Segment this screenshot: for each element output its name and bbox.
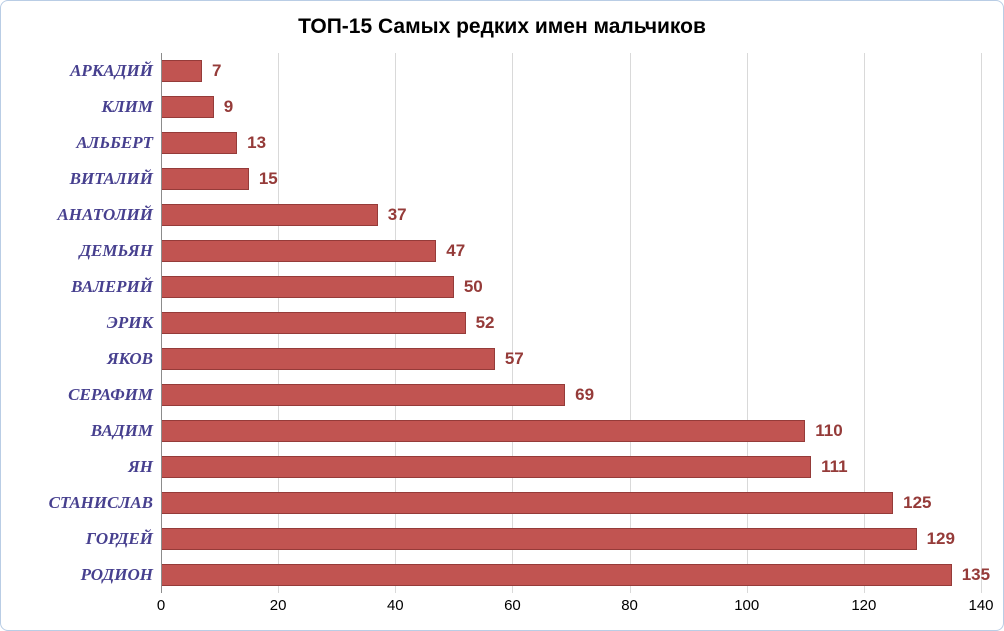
bar [161, 564, 952, 586]
category-label: Клим [101, 97, 153, 117]
category-label: Серафим [68, 385, 153, 405]
bar [161, 168, 249, 190]
bar-value-label: 111 [821, 457, 848, 477]
x-axis-tick-label: 120 [851, 597, 876, 614]
bar-value-label: 135 [962, 565, 990, 585]
bar [161, 456, 811, 478]
bar [161, 528, 917, 550]
plot-area: 791315374750525769110111125129135 020406… [161, 53, 981, 593]
category-label: Родион [81, 565, 153, 585]
bar-value-label: 110 [815, 421, 842, 441]
x-axis-labels: 020406080100120140 [161, 593, 981, 617]
category-label: Гордей [86, 529, 153, 549]
x-axis-tick-label: 100 [734, 597, 759, 614]
bar-value-label: 57 [505, 349, 524, 369]
bar-value-label: 69 [575, 385, 594, 405]
x-axis-tick-label: 40 [387, 597, 404, 614]
bar-value-label: 129 [927, 529, 955, 549]
category-label: Яков [107, 349, 153, 369]
category-label: Аркадий [70, 61, 153, 81]
bar-value-label: 52 [476, 313, 495, 333]
bar-value-label: 7 [212, 61, 221, 81]
category-label: Вадим [91, 421, 153, 441]
bar-value-label: 13 [247, 133, 266, 153]
x-axis-tick-label: 80 [621, 597, 638, 614]
chart-title: ТОП-15 Самых редких имен мальчиков [1, 15, 1003, 39]
y-axis-baseline [161, 53, 162, 593]
category-label: Станислав [49, 493, 153, 513]
bar [161, 60, 202, 82]
category-label: Демьян [79, 241, 153, 261]
category-label: Анатолий [57, 205, 153, 225]
bar [161, 348, 495, 370]
bar-value-label: 9 [224, 97, 233, 117]
bar-value-label: 125 [903, 493, 931, 513]
x-axis-tick-label: 20 [270, 597, 287, 614]
x-axis-tick-label: 0 [157, 597, 165, 614]
bar [161, 240, 436, 262]
bar [161, 312, 466, 334]
bars-layer: 791315374750525769110111125129135 [161, 53, 981, 593]
category-label: Валерий [71, 277, 153, 297]
bar [161, 132, 237, 154]
bar-value-label: 37 [388, 205, 407, 225]
bar [161, 492, 893, 514]
bar [161, 276, 454, 298]
bar [161, 96, 214, 118]
bar-value-label: 50 [464, 277, 483, 297]
category-label: Ян [128, 457, 153, 477]
chart-frame: ТОП-15 Самых редких имен мальчиков Аркад… [0, 0, 1004, 631]
x-axis-tick-label: 140 [968, 597, 993, 614]
bar [161, 204, 378, 226]
bar-value-label: 15 [259, 169, 278, 189]
category-label: Виталий [70, 169, 153, 189]
bar [161, 420, 805, 442]
bar-value-label: 47 [446, 241, 465, 261]
category-label: Альберт [76, 133, 153, 153]
bar [161, 384, 565, 406]
y-axis-category-labels: Аркадий Клим Альберт Виталий Анатолий Демьян В… [1, 53, 153, 593]
category-label: Эрик [107, 313, 153, 333]
x-axis-tick-label: 60 [504, 597, 521, 614]
gridline [981, 53, 982, 593]
